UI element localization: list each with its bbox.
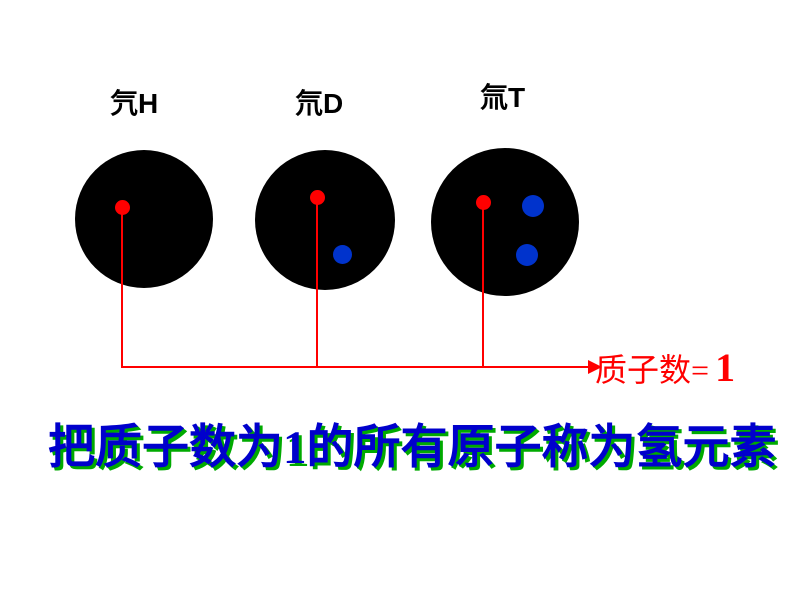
atom-label-tritium: 氚T: [480, 76, 525, 116]
proton-deuterium-0: [310, 190, 325, 205]
neutron-deuterium-0: [333, 245, 352, 264]
proton-count-number: 1: [715, 345, 735, 390]
atom-nucleus-deuterium: [255, 150, 395, 290]
connector-horizontal: [121, 366, 588, 368]
atom-nucleus-protium: [75, 150, 213, 288]
connector-vertical-0: [121, 214, 123, 366]
atom-label-protium: 氕H: [110, 82, 158, 122]
main-statement: 把质子数为1的所有原子称为氢元素: [48, 408, 777, 477]
neutron-tritium-1: [516, 244, 538, 266]
connector-vertical-1: [316, 204, 318, 366]
proton-protium-0: [115, 200, 130, 215]
proton-tritium-0: [476, 195, 491, 210]
atom-label-deuterium: 氘D: [295, 82, 343, 122]
proton-count-text: 质子数=: [595, 352, 709, 388]
atom-nucleus-tritium: [431, 148, 579, 296]
proton-count-label: 质子数=1: [595, 344, 735, 391]
connector-vertical-2: [482, 209, 484, 366]
neutron-tritium-0: [522, 195, 544, 217]
